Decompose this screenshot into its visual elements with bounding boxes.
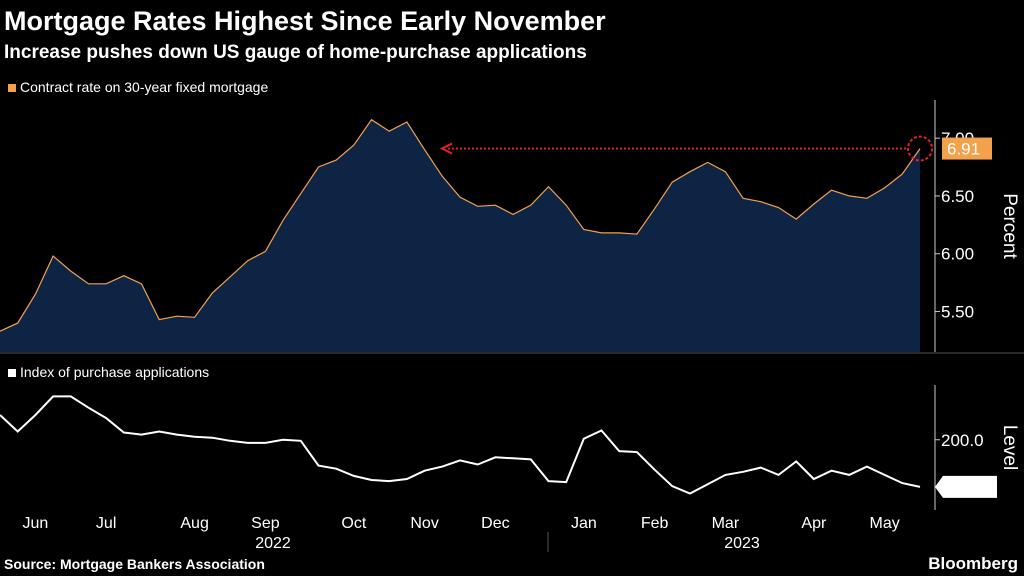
x-tick-label: Mar xyxy=(712,515,740,532)
last-value-label: 6.91 xyxy=(947,140,980,159)
x-tick-label: Aug xyxy=(180,515,208,532)
x-tick-label: Jan xyxy=(571,515,597,532)
last-value-label: 154.4 xyxy=(945,478,988,497)
x-tick-label: Jun xyxy=(22,515,48,532)
x-tick-label: Apr xyxy=(801,515,827,532)
x-tick-label: Oct xyxy=(341,515,366,532)
y-tick-label: 6.00 xyxy=(941,245,974,264)
y-axis-label: Level xyxy=(999,425,1020,470)
x-group-label: 2022 xyxy=(255,535,291,552)
area xyxy=(0,119,920,352)
brand: Bloomberg xyxy=(928,554,1018,573)
x-tick-label: Sep xyxy=(251,515,280,532)
line xyxy=(0,395,921,495)
last-value-box xyxy=(942,137,992,160)
legend-label: Contract rate on 30-year fixed mortgage xyxy=(20,79,268,95)
y-axis-label: Percent xyxy=(999,193,1020,259)
y-tick-label: 200.0 xyxy=(941,431,984,450)
legend-label: Index of purchase applications xyxy=(20,364,209,380)
last-value-box xyxy=(935,475,997,498)
x-group-label: 2023 xyxy=(724,535,760,552)
x-tick-label: Jul xyxy=(96,515,116,532)
annotation-circle xyxy=(907,135,933,162)
line xyxy=(0,118,921,332)
chart-subtitle: Increase pushes down US gauge of home-pu… xyxy=(4,42,587,63)
legend-swatch xyxy=(8,369,16,377)
y-tick-label: 5.50 xyxy=(941,303,974,322)
x-tick-label: May xyxy=(869,515,899,532)
y-tick-label: 6.50 xyxy=(941,187,974,206)
x-tick-label: Dec xyxy=(481,515,509,532)
chart-title: Mortgage Rates Highest Since Early Novem… xyxy=(4,6,606,36)
x-tick-label: Nov xyxy=(410,515,438,532)
source: Source: Mortgage Bankers Association xyxy=(4,556,265,572)
annotation-arrowhead xyxy=(439,142,453,155)
x-tick-label: Feb xyxy=(641,515,669,532)
legend-swatch xyxy=(8,84,16,92)
